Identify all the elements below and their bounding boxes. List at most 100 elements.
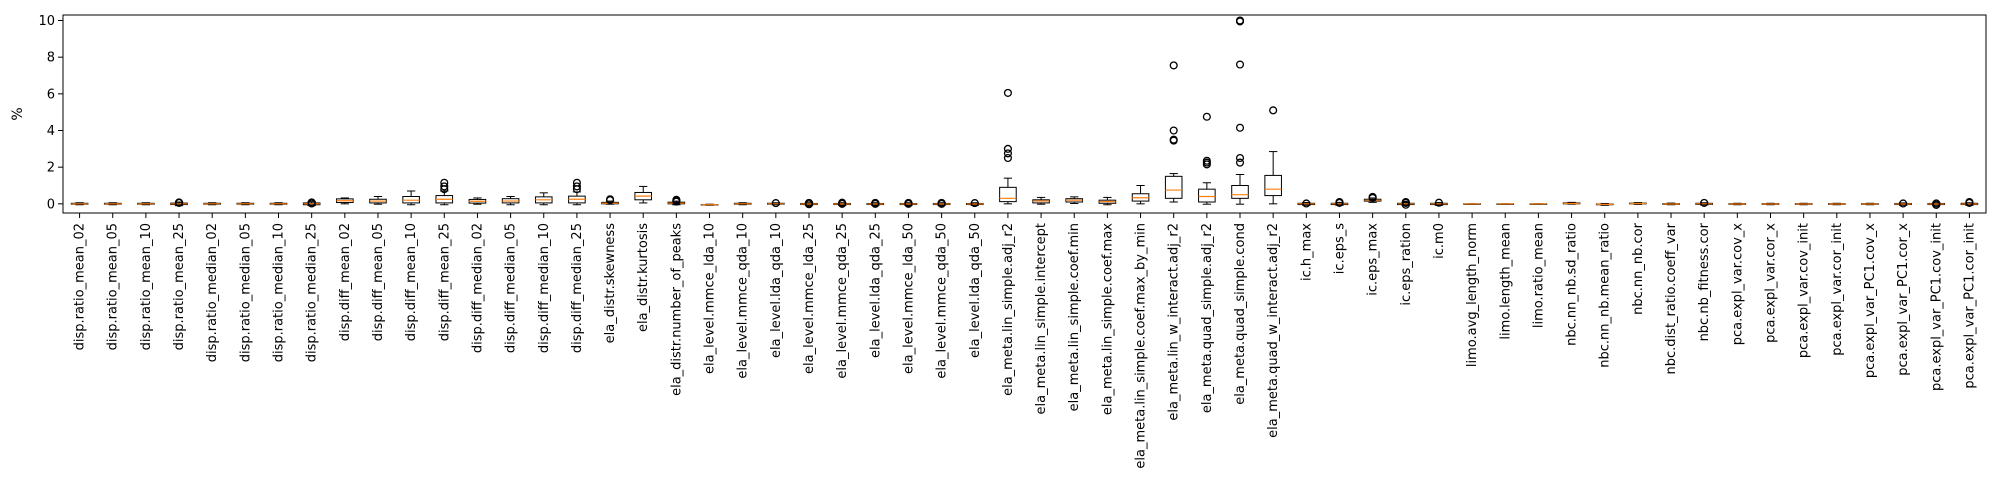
outlier-point (1235, 153, 1245, 163)
box-ela_level.mmce_lda_25 (800, 198, 818, 209)
outlier-point (1965, 198, 1974, 207)
box-disp.ratio_mean_02 (70, 202, 89, 206)
x-tick-label: ela_level.mmce_lda_10 (703, 223, 718, 374)
box-ela_meta.lin_simple.coef.min (1065, 196, 1084, 204)
box-ela_level.mmce_lda_50 (899, 198, 918, 208)
outlier-point (1235, 123, 1245, 132)
box-disp.diff_median_02 (468, 197, 487, 205)
x-tick-label: ela_meta.quad_simple.cond (1233, 223, 1248, 405)
outlier-point (1003, 144, 1012, 153)
x-tick-label: disp.diff_mean_05 (371, 223, 386, 341)
x-tick-label: ela_meta.lin_simple.coef.min (1067, 223, 1082, 411)
box-ic.m0 (1430, 198, 1448, 207)
x-tick-label: nbc.nn_nb.cor (1631, 222, 1646, 314)
outlier-point (1235, 17, 1245, 26)
box-ela_distr.skewness (601, 195, 619, 205)
box-pca.expl_var_PC1.cor_x (1894, 199, 1912, 208)
x-tick-label: ela_meta.quad_simple.adj_r2 (1200, 223, 1215, 413)
outlier-point (970, 199, 979, 208)
box-ela_distr.kurtosis (634, 185, 653, 204)
x-tick-label: disp.diff_median_25 (570, 223, 585, 353)
box-ela_distr.number_of_peaks (667, 195, 686, 206)
x-tick-label: disp.diff_mean_02 (338, 223, 353, 341)
outlier-point (1235, 158, 1245, 167)
outlier-point (440, 182, 449, 191)
box-plot-series (70, 16, 1979, 209)
outlier-point (1700, 198, 1709, 207)
box-ela_level.lda_qda_10 (767, 199, 785, 208)
outlier-point (1269, 106, 1278, 115)
box-ic.h_max (1297, 199, 1316, 208)
outlier-point (440, 185, 449, 194)
box-ela_meta.lin_simple.adj_r2 (999, 88, 1017, 205)
box-disp.diff_mean_02 (336, 197, 354, 205)
x-tick-label: ela_level.lda_qda_10 (769, 223, 784, 358)
outlier-point (1401, 200, 1410, 209)
x-tick-label: limo.avg_length_norm (1465, 223, 1480, 367)
x-axis: disp.ratio_mean_02 disp.ratio_mean_05 disp… (73, 213, 1977, 469)
x-tick-label: ic.h_max (1299, 223, 1314, 281)
outlier-point (1169, 126, 1178, 135)
box-ela_level.mmce_qda_50 (932, 198, 951, 208)
box-pca.expl_var.cov_init (1794, 202, 1813, 206)
y-tick-label: 8 (47, 51, 55, 66)
x-tick-label: ela_level.lda_qda_50 (968, 223, 983, 358)
x-tick-label: nbc.dist_ratio.coeff_var (1664, 222, 1679, 374)
x-tick-label: disp.diff_median_10 (537, 223, 552, 353)
box-nbc.nn_nb.sd_ratio (1562, 201, 1581, 205)
x-tick-label: ic.eps_s (1332, 223, 1347, 274)
box-ela_meta.lin_simple.coef.max (1098, 196, 1117, 206)
box-nbc.dist_ratio.coeff_var (1662, 202, 1680, 206)
box-pca.expl_var_PC1.cor_init (1960, 197, 1979, 207)
outlier-point (1335, 198, 1344, 207)
y-tick-label: 6 (47, 87, 55, 102)
box-disp.ratio_mean_10 (137, 202, 155, 206)
x-tick-label: disp.ratio_mean_25 (172, 223, 187, 350)
box-nbc.nb_fitness.cor (1695, 198, 1713, 207)
outlier-point (1003, 153, 1012, 163)
outlier-point (904, 199, 913, 208)
box-ic.eps_ration (1396, 197, 1415, 209)
x-tick-label: pca.expl_var_PC1.cov_init (1929, 223, 1944, 391)
plot-frame (62, 14, 1987, 214)
x-tick-label: disp.diff_median_02 (470, 223, 485, 353)
outlier-point (1368, 193, 1377, 203)
x-tick-label: ela_level.mmce_lda_25 (802, 223, 817, 374)
box-ela_meta.lin_simple.coef.max_by_min (1131, 185, 1150, 205)
x-tick-label: disp.ratio_median_02 (205, 223, 220, 362)
box-iqr (1198, 188, 1216, 203)
box-disp.diff_median_25 (568, 178, 586, 206)
x-tick-label: ela_level.lda_qda_25 (868, 223, 883, 358)
box-ic.eps_max (1363, 192, 1382, 203)
box-ela_meta.quad_simple.adj_r2 (1198, 112, 1216, 205)
x-tick-label: pca.expl_var.cov_init (1797, 223, 1812, 358)
x-tick-label: disp.diff_median_05 (504, 223, 519, 353)
box-disp.ratio_median_02 (203, 202, 221, 206)
box-pca.expl_var_PC1.cov_init (1927, 199, 1946, 209)
x-tick-label: limo.length_mean (1498, 223, 1513, 340)
box-disp.diff_mean_10 (402, 190, 420, 206)
outlier-point (937, 199, 946, 208)
box-disp.ratio_median_25 (302, 198, 321, 208)
box-disp.diff_mean_25 (435, 178, 454, 206)
outlier-point (1202, 160, 1211, 169)
box-ela_meta.quad_w_interact.adj_r2 (1264, 106, 1282, 205)
x-tick-label: pca.expl_var_PC1.cor_x (1896, 223, 1911, 376)
box-iqr (1164, 175, 1183, 199)
box-ela_level.mmce_qda_10 (733, 202, 752, 206)
box-disp.diff_median_05 (501, 196, 520, 206)
x-tick-label: ic.eps_max (1366, 223, 1381, 296)
box-iqr (999, 186, 1017, 203)
box-pca.expl_var.cor_x (1761, 202, 1780, 206)
box-disp.diff_median_10 (534, 192, 553, 206)
box-limo.length_mean (1496, 203, 1515, 205)
outlier-point (1899, 199, 1908, 208)
y-tick-label: 2 (47, 161, 55, 176)
x-tick-label: nbc.nb_fitness.cor (1697, 222, 1712, 341)
box-nbc.nn_nb.cor (1629, 202, 1647, 205)
x-tick-label: ela_distr.number_of_peaks (669, 223, 684, 396)
box-disp.ratio_mean_05 (103, 202, 122, 206)
x-tick-label: disp.ratio_mean_02 (73, 223, 88, 350)
box-ela_level.lda_qda_50 (965, 199, 984, 208)
